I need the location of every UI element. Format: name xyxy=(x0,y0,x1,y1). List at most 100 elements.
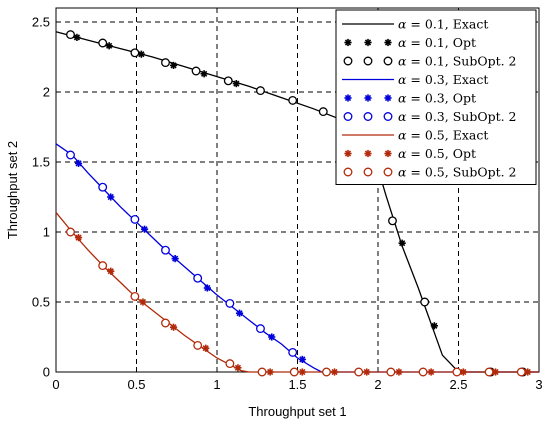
legend-circle-symbol xyxy=(383,112,393,121)
legend-alpha-symbol: α xyxy=(398,72,407,87)
axis-ticks: 0 0.5 1 1.5 2 2.5 3 0 0.5 1 1.5 2 2.5 xyxy=(32,15,543,393)
star-stroke xyxy=(395,368,403,376)
legend-kind: Exact xyxy=(453,128,489,143)
data-point-star xyxy=(169,61,178,69)
data-point-circle xyxy=(130,214,140,224)
legend-entry: α = 0.5, Exact xyxy=(342,128,488,143)
star-stroke xyxy=(267,368,274,376)
legend-alpha-symbol: α xyxy=(398,109,407,124)
star-stroke xyxy=(492,368,499,376)
legend-star-symbol xyxy=(384,149,392,158)
legend-star-symbol xyxy=(364,149,372,158)
data-point-star xyxy=(73,33,81,41)
data-point-circle xyxy=(256,324,265,334)
data-point-circle xyxy=(354,367,364,377)
legend-entry: α = 0.3, SubOpt. 2 xyxy=(343,109,517,124)
legend-alpha-value: = 0.5, xyxy=(406,146,452,161)
data-point-star xyxy=(298,368,306,376)
star-stroke xyxy=(363,368,370,376)
legend-alpha-value: = 0.5, xyxy=(406,128,452,143)
data-point-circle xyxy=(193,340,203,350)
data-point-star xyxy=(395,368,403,376)
legend-kind: Exact xyxy=(453,17,489,32)
legend-kind: Opt xyxy=(453,146,476,161)
legend-label: α = 0.5, SubOpt. 2 xyxy=(398,165,517,180)
legend-circle-symbol xyxy=(363,167,373,177)
star-stroke xyxy=(170,324,177,331)
star-stroke xyxy=(141,226,148,233)
data-point-circle xyxy=(223,76,233,86)
data-point-circle xyxy=(388,216,397,226)
data-point-star xyxy=(203,284,211,292)
legend-entry: α = 0.1, Exact xyxy=(342,17,488,32)
y-tick-label: 2 xyxy=(43,85,50,100)
series-5 xyxy=(66,150,298,357)
y-tick-label: 1.5 xyxy=(32,155,50,170)
data-point-star xyxy=(427,368,435,376)
star-stroke xyxy=(299,368,306,376)
legend-star-symbol xyxy=(384,94,392,102)
legend-circle-symbol xyxy=(383,56,393,66)
data-point-circle xyxy=(130,291,140,301)
legend-label: α = 0.1, SubOpt. 2 xyxy=(398,54,517,69)
data-point-circle xyxy=(322,367,331,377)
data-point-star xyxy=(107,267,115,275)
x-tick-label: 0.5 xyxy=(127,377,145,392)
x-tick-label: 2.5 xyxy=(449,377,467,392)
legend-alpha-symbol: α xyxy=(398,128,407,143)
data-point-circle xyxy=(161,58,170,68)
data-point-star xyxy=(430,322,438,330)
data-point-star xyxy=(268,333,276,341)
data-point-circle xyxy=(452,367,462,377)
x-tick-label: 1.5 xyxy=(288,377,306,392)
star-stroke xyxy=(138,51,145,58)
star-stroke xyxy=(384,94,392,102)
data-point-circle xyxy=(288,347,298,357)
data-point-circle xyxy=(257,367,267,377)
legend-kind: SubOpt. 2 xyxy=(453,54,517,69)
data-point-circle xyxy=(66,227,75,237)
star-stroke xyxy=(73,34,81,41)
data-point-star xyxy=(235,309,244,317)
star-stroke xyxy=(428,368,435,376)
data-point-circle xyxy=(191,66,201,76)
data-point-circle xyxy=(289,367,299,377)
grid xyxy=(56,8,539,372)
legend-star-symbol xyxy=(344,149,352,158)
series-4 xyxy=(74,159,306,363)
data-point-star xyxy=(398,239,406,247)
y-tick-label: 2.5 xyxy=(32,15,50,30)
data-point-star xyxy=(202,344,210,352)
legend-kind: Exact xyxy=(453,72,489,87)
data-point-star xyxy=(74,159,83,167)
legend-label: α = 0.1, Opt xyxy=(398,35,476,50)
data-point-circle xyxy=(193,273,203,283)
data-point-circle xyxy=(98,182,108,192)
star-stroke xyxy=(431,322,438,329)
legend-label: α = 0.5, Exact xyxy=(398,128,488,143)
legend-entry: α = 0.3, Exact xyxy=(342,72,488,87)
legend-alpha-symbol: α xyxy=(398,165,407,180)
legend-label: α = 0.1, Exact xyxy=(398,17,488,32)
legend-star-symbol xyxy=(344,94,352,102)
data-point-star xyxy=(107,193,115,201)
star-stroke xyxy=(234,364,242,371)
star-stroke xyxy=(344,94,352,102)
legend-alpha-symbol: α xyxy=(398,146,407,161)
legend-circle-symbol xyxy=(363,56,373,66)
series-layer xyxy=(55,30,539,377)
legend-kind: SubOpt. 2 xyxy=(453,109,517,124)
data-point-star xyxy=(234,364,242,372)
legend-circle-symbol xyxy=(343,56,353,66)
legend-star-symbol xyxy=(364,94,372,102)
data-point-circle xyxy=(98,38,108,48)
legend-label: α = 0.5, Opt xyxy=(398,146,476,161)
data-point-circle xyxy=(420,297,430,307)
data-point-circle xyxy=(516,367,526,377)
star-stroke xyxy=(344,150,352,157)
legend-alpha-value: = 0.1, xyxy=(406,17,452,32)
series-8 xyxy=(66,227,526,377)
star-stroke xyxy=(202,345,209,352)
star-stroke xyxy=(460,368,467,376)
